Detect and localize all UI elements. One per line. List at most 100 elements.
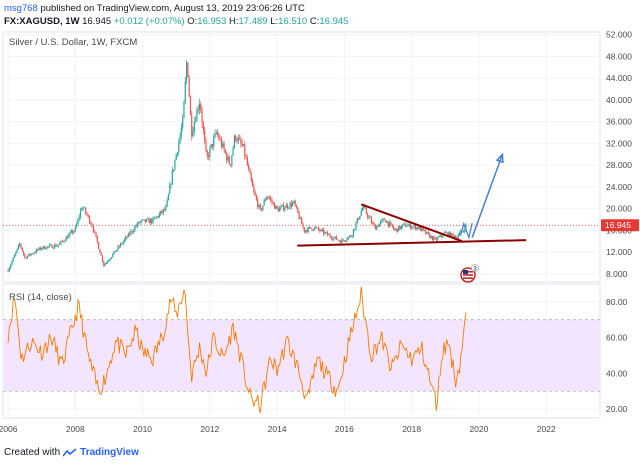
candle-body [329, 234, 331, 237]
candle-body [350, 235, 352, 237]
candle-body [272, 202, 274, 204]
candle-body [179, 135, 181, 143]
candle-body [144, 219, 146, 223]
candle-body [188, 76, 190, 97]
price-candles [7, 59, 467, 273]
candle-body [431, 235, 433, 240]
candle-body [114, 250, 117, 252]
rsi-tick-label: 40.00 [606, 368, 628, 378]
candle-body [153, 217, 155, 219]
price-tick-label: 48.000 [606, 51, 632, 61]
projection-zigzag[interactable] [459, 221, 473, 240]
candle-body [436, 237, 439, 241]
candle-body [56, 245, 58, 247]
time-axis[interactable]: 2006 2008 2010 2012 2014 2016 2018 2020 2022 [0, 424, 556, 434]
price-axis[interactable]: 8.00012.00016.00020.00024.00028.00032.00… [606, 30, 632, 279]
candle-body [378, 223, 380, 227]
candle-body [174, 160, 176, 170]
resistance-trendline[interactable] [360, 203, 463, 243]
candle-body [86, 213, 88, 216]
price-tick-label: 40.000 [606, 95, 632, 105]
candle-body [15, 252, 17, 256]
candle-body [13, 255, 16, 258]
rsi-axis[interactable]: 20.00 40.00 60.00 80.00 [606, 297, 628, 414]
candle-body [405, 226, 408, 228]
candle-body [154, 217, 157, 219]
candle-body [399, 225, 401, 229]
candle-body [458, 232, 461, 236]
candle-body [85, 207, 87, 214]
candle-body [37, 249, 39, 251]
support-trendline[interactable] [297, 239, 527, 247]
candle-body [394, 229, 396, 230]
candle-body [404, 223, 406, 227]
candle-body [460, 230, 462, 233]
us-flag-icon[interactable]: 3 [460, 264, 479, 283]
tradingview-brand[interactable]: TradingView [80, 447, 139, 458]
candle-body [355, 222, 357, 229]
candle-body [358, 218, 360, 220]
candle-body [151, 219, 153, 223]
candle-body [183, 101, 185, 118]
candle-body [81, 208, 83, 211]
candle-body [277, 208, 280, 212]
candle-body [126, 236, 128, 238]
projection-arrow[interactable] [471, 154, 504, 238]
candle-body [401, 224, 404, 227]
candle-body [455, 237, 457, 239]
low-value: 16.510 [278, 16, 308, 27]
created-with-label: Created with [4, 447, 61, 458]
candle-body [165, 206, 167, 211]
time-tick-label: 2006 [0, 424, 18, 434]
candle-body [299, 217, 302, 219]
candle-body [310, 227, 312, 229]
candle-body [292, 202, 294, 207]
candle-body [171, 170, 173, 185]
candle-body [12, 257, 14, 262]
publish-line: msg768 published on TradingView.com, Aug… [4, 2, 636, 15]
candle-body [99, 248, 101, 253]
candle-body [118, 246, 120, 248]
candle-body [414, 225, 417, 230]
candle-body [77, 219, 79, 225]
candle-body [55, 244, 57, 247]
candle-body [157, 216, 159, 218]
open-value: 16.953 [197, 16, 227, 27]
candle-body [332, 238, 334, 240]
candle-body [214, 133, 216, 138]
candle-body [434, 237, 436, 239]
candle-body [282, 204, 285, 211]
candle-body [173, 169, 175, 171]
candle-body [180, 128, 182, 136]
candle-body [381, 219, 383, 222]
candle-body [136, 222, 139, 227]
candle-body [268, 197, 270, 199]
candle-body [409, 223, 411, 229]
candle-body [338, 240, 340, 241]
candle-body [8, 267, 10, 272]
candle-body [68, 234, 70, 239]
price-pane-border [2, 31, 601, 283]
candle-body [105, 262, 107, 264]
candle-body [417, 227, 419, 229]
candle-body [33, 252, 35, 254]
candle-body [59, 243, 61, 246]
candle-body [160, 211, 162, 214]
candle-body [294, 200, 296, 206]
candle-body [433, 237, 435, 240]
candle-body [34, 252, 36, 254]
price-value: 16.945 [82, 16, 112, 27]
candle-body [64, 240, 66, 242]
candle-body [373, 223, 375, 226]
candle-body [267, 196, 269, 198]
price-tick-label: 8.000 [606, 269, 628, 279]
chart-canvas[interactable]: Silver / U.S. Dollar, 1W, FXCM RSI (14, … [0, 30, 640, 442]
candle-body [26, 256, 29, 259]
author-link[interactable]: msg768 [4, 3, 38, 14]
candle-body [418, 226, 421, 229]
low-label: L: [270, 16, 279, 27]
time-tick-label: 2020 [469, 424, 488, 434]
candle-body [116, 249, 118, 252]
candle-body [316, 227, 318, 229]
candle-body [97, 242, 100, 249]
